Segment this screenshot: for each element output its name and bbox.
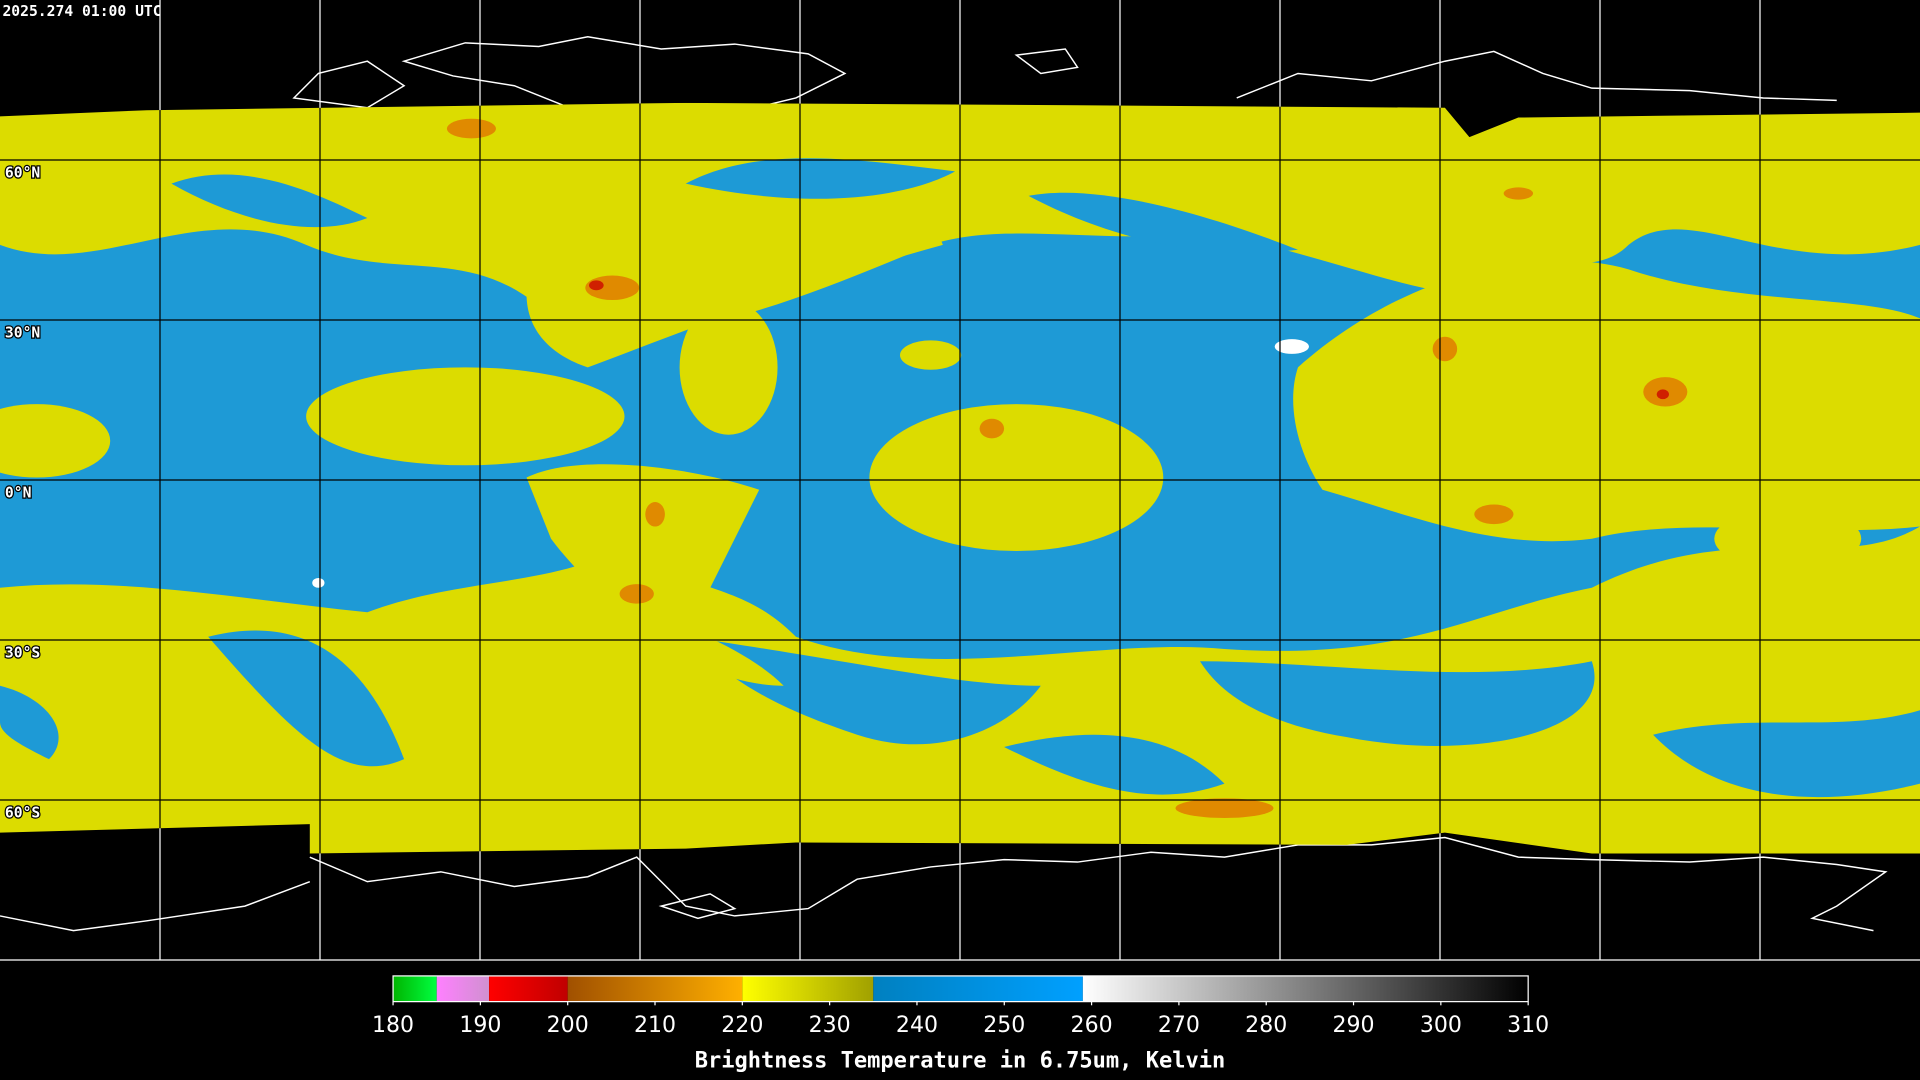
colorbar-tick-label: 280 bbox=[1245, 1013, 1287, 1038]
colorbar-segment bbox=[436, 975, 490, 1002]
colorbar-tick-label: 310 bbox=[1507, 1013, 1549, 1038]
colorbar-tick-label: 260 bbox=[1071, 1013, 1113, 1038]
colorbar-segment bbox=[873, 975, 1083, 1002]
warm-spots bbox=[312, 339, 1309, 588]
colorbar-tick-label: 210 bbox=[634, 1013, 676, 1038]
colorbar-tick-label: 230 bbox=[809, 1013, 851, 1038]
colorbar-tick-label: 180 bbox=[372, 1013, 414, 1038]
timestamp: 2025.274 01:00 UTC bbox=[2, 3, 161, 20]
colorbar-segment bbox=[742, 975, 874, 1002]
coldest-tops bbox=[588, 280, 1669, 400]
latitude-labels: 60°N 30°N 0°N 30°S 60°S bbox=[4, 163, 42, 822]
lat-label: 30°N bbox=[5, 324, 40, 341]
colorbar-tick-label: 240 bbox=[896, 1013, 938, 1038]
colorbar-tick-label: 250 bbox=[983, 1013, 1025, 1038]
colorbar-tick-label: 220 bbox=[721, 1013, 763, 1038]
lat-label: 30°S bbox=[5, 644, 40, 661]
colorbar-segment bbox=[567, 975, 743, 1002]
colorbar-tick-label: 270 bbox=[1158, 1013, 1200, 1038]
colorbar-segment bbox=[393, 975, 437, 1002]
moist-plumes bbox=[0, 214, 1920, 686]
colorbar-title: Brightness Temperature in 6.75um, Kelvin bbox=[695, 1049, 1226, 1074]
water-vapor-field bbox=[0, 102, 1920, 854]
colorbar-segment bbox=[1082, 975, 1529, 1002]
lat-label: 60°N bbox=[5, 164, 40, 181]
polar-coastlines bbox=[0, 35, 1888, 932]
colorbar-segment bbox=[489, 975, 568, 1002]
colorbar-frame bbox=[392, 975, 1529, 1003]
colorbar-tick-label: 200 bbox=[547, 1013, 589, 1038]
colorbar-tick-label: 300 bbox=[1420, 1013, 1462, 1038]
colorbar-tick-label: 290 bbox=[1333, 1013, 1375, 1038]
colorbar-tick-label: 190 bbox=[459, 1013, 501, 1038]
lat-label: 60°S bbox=[5, 804, 40, 821]
graticule-inner bbox=[0, 102, 1920, 854]
colorbar: 180 190 200 210 220 230 240 250 260 270 280 290 300 3… bbox=[372, 975, 1549, 1038]
lat-label: 0°N bbox=[5, 484, 32, 501]
